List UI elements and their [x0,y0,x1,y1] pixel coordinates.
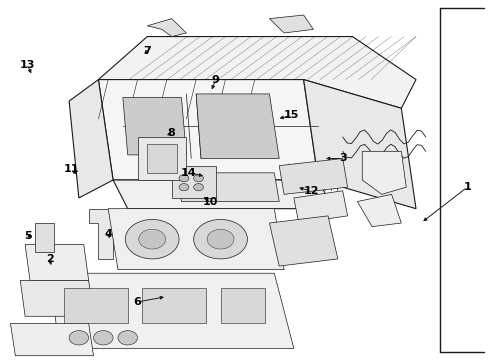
Text: 8: 8 [168,129,175,138]
Polygon shape [89,209,113,259]
Text: 13: 13 [20,60,35,70]
Polygon shape [357,194,401,226]
Polygon shape [108,209,284,270]
Polygon shape [123,98,186,155]
Circle shape [179,175,189,182]
Polygon shape [147,144,176,173]
Polygon shape [25,244,89,280]
Text: 3: 3 [339,153,346,163]
Text: 12: 12 [303,186,318,196]
Text: 4: 4 [104,229,112,239]
Circle shape [194,220,247,259]
Circle shape [118,330,138,345]
Text: 14: 14 [181,168,196,178]
Polygon shape [294,191,347,223]
Polygon shape [113,180,333,209]
Text: 9: 9 [212,75,220,85]
Polygon shape [143,288,206,323]
Polygon shape [270,216,338,266]
Circle shape [194,175,203,182]
Polygon shape [64,288,128,323]
Text: 15: 15 [284,111,299,121]
Polygon shape [69,80,113,198]
Text: 7: 7 [144,46,151,56]
Polygon shape [172,166,216,198]
Circle shape [69,330,89,345]
Polygon shape [98,80,318,180]
Text: 5: 5 [24,231,31,240]
Circle shape [94,330,113,345]
Polygon shape [270,15,314,33]
Polygon shape [98,37,416,108]
Polygon shape [10,323,94,356]
Text: 2: 2 [46,254,53,264]
Polygon shape [147,19,186,37]
Text: 1: 1 [464,182,471,192]
Circle shape [125,220,179,259]
Polygon shape [20,280,94,316]
Circle shape [194,184,203,191]
Circle shape [207,229,234,249]
Circle shape [179,184,189,191]
Polygon shape [220,288,265,323]
Polygon shape [138,137,186,180]
Text: 11: 11 [64,164,79,174]
Polygon shape [196,94,279,158]
Polygon shape [176,173,279,202]
Polygon shape [362,151,406,194]
Polygon shape [279,158,347,194]
Text: 6: 6 [134,297,142,307]
Circle shape [139,229,166,249]
Text: 10: 10 [203,197,219,207]
Polygon shape [49,273,294,348]
Polygon shape [304,80,416,209]
Polygon shape [35,223,54,252]
